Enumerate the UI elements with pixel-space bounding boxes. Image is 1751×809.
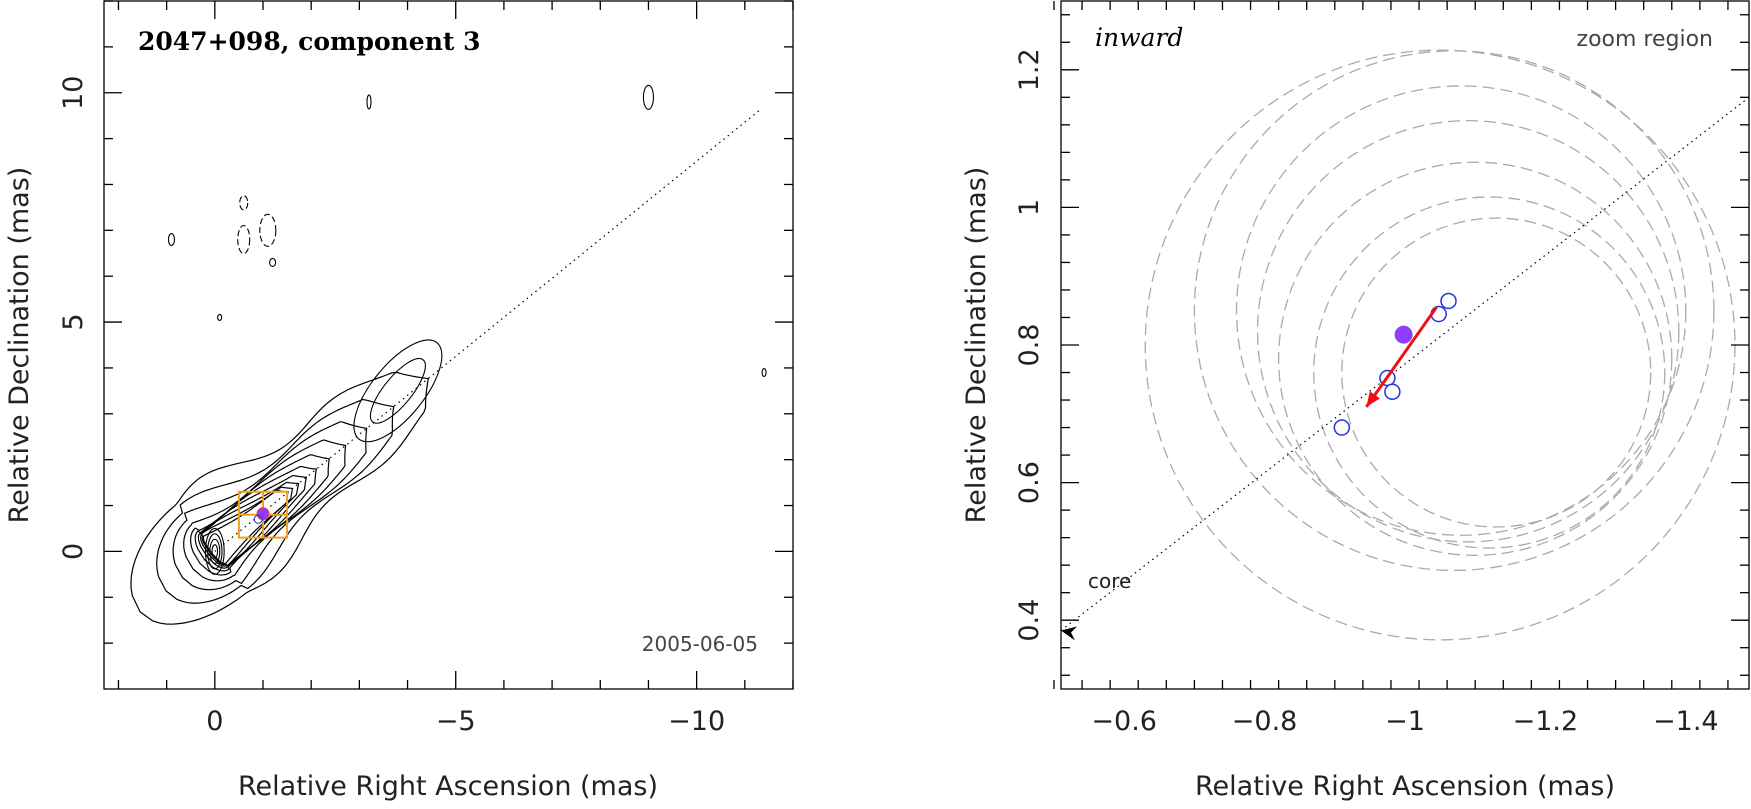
uncertainty-circle	[1256, 119, 1680, 543]
core-arrow	[1061, 626, 1077, 641]
uncertainty-circle	[1341, 217, 1652, 528]
noise-contour	[642, 84, 655, 110]
x-tick-label: 0	[206, 706, 223, 737]
y-tick-label: 10	[58, 76, 89, 110]
jet-axis-line-zoom	[1061, 96, 1749, 631]
right-x-axis-label: Relative Right Ascension (mas)	[1195, 771, 1615, 802]
core-label: core	[1088, 569, 1131, 593]
motion-arrowhead	[1366, 391, 1380, 407]
zoom-region-label: zoom region	[1577, 27, 1713, 52]
x-tick-label: −1.4	[1653, 706, 1719, 737]
y-tick-label: 0	[58, 543, 89, 560]
y-tick-label: 5	[58, 313, 89, 330]
contour-level	[172, 420, 368, 591]
left-y-axis-label: Relative Declination (mas)	[4, 167, 35, 524]
left-panel-title: 2047+098, component 3	[138, 27, 481, 56]
motion-arrow-shaft	[1365, 306, 1438, 408]
y-tick-label: 1.2	[1014, 48, 1045, 91]
right-panel: −0.6 −0.8 −1 −1.2 −1.4 0.4 0.6 0.8 1 1.2 inward z…	[961, 0, 1750, 802]
uncertainty-circle	[1313, 196, 1666, 549]
epoch-position	[1333, 419, 1351, 436]
component-position	[256, 507, 270, 521]
uncertainty-circle	[1235, 85, 1687, 536]
right-plot-frame	[1060, 0, 1750, 690]
epoch-marker-small	[253, 514, 263, 524]
epoch-position	[1384, 383, 1401, 401]
contour-level	[197, 475, 308, 569]
lobe-contour	[369, 358, 426, 424]
right-ticks	[1053, 1, 1749, 689]
right-panel-title: inward	[1095, 23, 1183, 52]
noise-contour	[761, 367, 767, 378]
observation-date: 2005-06-05	[642, 632, 758, 656]
noise-contour	[259, 213, 277, 247]
uncertainty-circle	[1193, 50, 1715, 572]
mean-position	[1394, 325, 1413, 344]
x-tick-label: −1	[1385, 706, 1425, 737]
x-tick-label: −0.6	[1091, 706, 1157, 737]
left-x-axis-label: Relative Right Ascension (mas)	[238, 771, 658, 802]
right-tick-labels: −0.6 −0.8 −1 −1.2 −1.4 0.4 0.6 0.8 1 1.2	[1014, 48, 1719, 737]
y-tick-label: 1	[1014, 199, 1045, 216]
contour-level	[156, 398, 395, 604]
motion-arrow	[1365, 306, 1438, 408]
core-contour	[207, 533, 223, 570]
contour-level	[199, 481, 300, 568]
lobe-contour	[353, 339, 443, 443]
x-tick-label: −5	[436, 706, 476, 737]
left-ticks	[104, 0, 794, 689]
left-panel: 0 −5 −10 0 5 10 2047+098, component 3 2005-06…	[4, 0, 794, 802]
contour-map	[130, 84, 767, 625]
noise-contour	[269, 257, 277, 267]
component-marker	[253, 507, 270, 524]
core-contour	[211, 544, 219, 559]
uncertainty-circle	[1277, 161, 1673, 556]
y-tick-label: 0.4	[1014, 599, 1045, 642]
epoch-position	[1440, 292, 1457, 310]
x-tick-label: −0.8	[1232, 706, 1298, 737]
noise-contour	[237, 224, 251, 255]
x-tick-label: −1.2	[1513, 706, 1579, 737]
core-contour	[204, 527, 225, 575]
noise-contour	[217, 313, 223, 322]
jet-axis-line	[214, 110, 760, 552]
y-tick-label: 0.8	[1014, 324, 1045, 367]
contour-level	[130, 371, 429, 625]
core-contour	[209, 538, 221, 565]
y-tick-label: 0.6	[1014, 461, 1045, 504]
uncertainty-circle	[1144, 49, 1736, 641]
noise-contour	[167, 232, 176, 247]
left-plot-frame	[103, 0, 794, 690]
noise-contour	[366, 94, 372, 110]
left-tick-labels: 0 −5 −10 0 5 10	[58, 76, 725, 737]
core-arrowhead	[1061, 626, 1077, 641]
contour-level	[183, 439, 347, 582]
uncertainty-circles	[1144, 49, 1736, 641]
noise-contour	[239, 195, 249, 211]
x-tick-label: −10	[668, 706, 725, 737]
right-y-axis-label: Relative Declination (mas)	[961, 167, 992, 524]
